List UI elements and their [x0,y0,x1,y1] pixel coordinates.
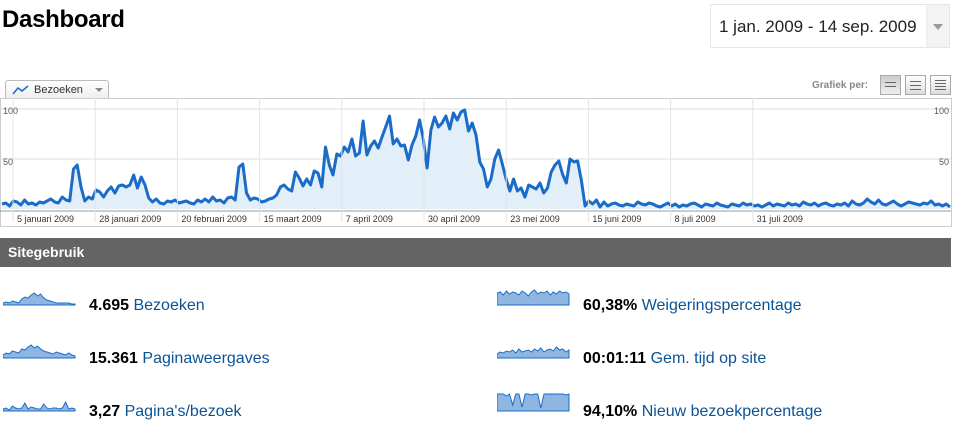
metric-label: Bezoeken [34,84,83,96]
stat-link[interactable]: Gem. tijd op site [650,350,767,367]
stat-link[interactable]: Nieuw bezoekpercentage [641,403,823,420]
chart-line [1,108,951,209]
stat-value: 60,38% Weigeringspercentage [583,297,802,314]
x-tick-label: 5 januari 2009 [17,214,74,224]
stat-link[interactable]: Paginaweergaves [142,350,270,367]
stat-value: 4.695 Bezoeken [89,297,205,314]
y-label-max-right: 100 [934,106,949,116]
date-range-selector[interactable]: 1 jan. 2009 - 14 sep. 2009 [710,4,950,48]
date-range-label: 1 jan. 2009 - 14 sep. 2009 [719,17,917,36]
stat-link[interactable]: Bezoeken [133,297,205,314]
x-tick-label: 7 april 2009 [346,214,393,224]
section-header: Sitegebruik [0,238,951,267]
page-title: Dashboard [2,6,125,33]
x-axis-labels: 5 januari 2009 28 januari 2009 20 februari… [12,98,803,224]
metric-selector[interactable]: Bezoeken [5,80,109,98]
x-tick-label: 31 juli 2009 [757,214,803,224]
sparkline [497,289,570,306]
x-tick-label: 23 mei 2009 [510,214,560,224]
stat-value: 15.361 Paginaweergaves [89,350,270,367]
graph-per-month-button[interactable] [930,75,951,95]
visits-chart: 100 50 100 50 5 januari 2009 28 januari 2… [0,98,952,227]
sparkline [3,400,76,412]
sparkline [3,344,76,359]
y-label-mid-left: 50 [3,157,13,167]
sparkline [497,393,570,412]
stat-value: 94,10% Nieuw bezoekpercentage [583,403,823,420]
line-chart-icon [12,85,29,95]
graph-per-day-button[interactable] [880,75,901,95]
y-label-max-left: 100 [3,106,18,116]
x-tick-label: 28 januari 2009 [99,214,161,224]
chart-area [2,110,950,209]
stat-link[interactable]: Weigeringspercentage [641,297,802,314]
graph-per-label: Grafiek per: [812,80,869,91]
graph-per-week-button[interactable] [905,75,926,95]
sparkline [3,292,76,306]
stat-value: 3,27 Pagina's/bezoek [89,403,242,420]
stat-value: 00:01:11 Gem. tijd op site [583,350,767,367]
x-tick-label: 8 juli 2009 [675,214,716,224]
dropdown-arrow-icon [95,88,103,92]
x-tick-label: 20 februari 2009 [181,214,247,224]
section-title: Sitegebruik [8,244,85,260]
sparkline [497,346,570,359]
y-label-mid-right: 50 [939,157,949,167]
x-tick-label: 15 maart 2009 [264,214,322,224]
x-tick-label: 15 juni 2009 [592,214,641,224]
stat-link[interactable]: Pagina's/bezoek [124,403,242,420]
x-tick-label: 30 april 2009 [428,214,480,224]
chevron-down-icon[interactable] [926,5,949,47]
